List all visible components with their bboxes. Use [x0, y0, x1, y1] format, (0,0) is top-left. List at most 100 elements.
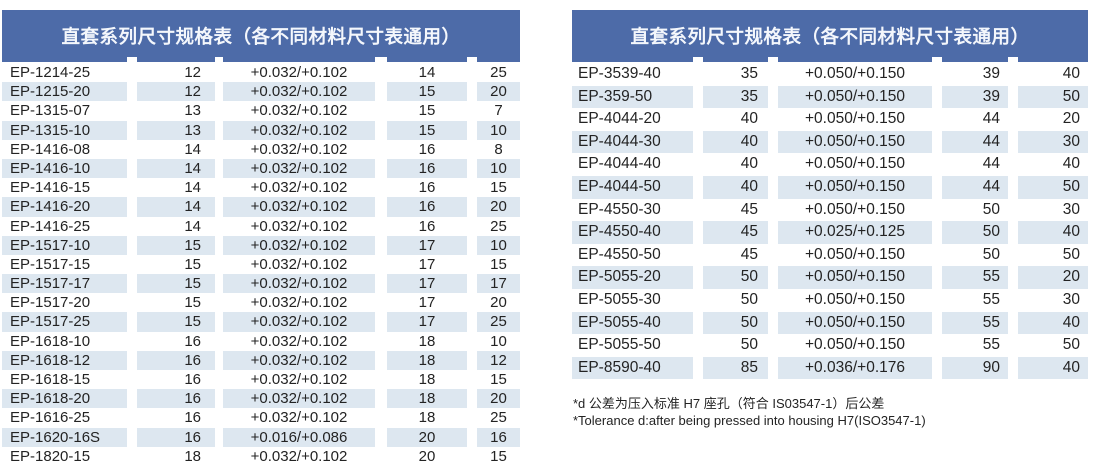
cell-d: 16 [184, 332, 201, 350]
table-row: EP-1517-15 15 +0.032/+0.102 17 15 [2, 255, 520, 274]
column-divider-notch [375, 57, 387, 62]
cell-D: 18 [387, 350, 467, 370]
table-title-bar-left: 直套系列尺寸规格表（各不同材料尺寸表通用） [2, 10, 520, 62]
cell-tolerance: +0.025/+0.125 [778, 221, 932, 244]
cell-L: 15 [490, 447, 507, 465]
cell-d: 15 [137, 235, 215, 255]
cell-model: EP-1618-12 [2, 350, 127, 370]
cell-L: 20 [490, 294, 507, 312]
cell-L: 20 [477, 389, 520, 409]
cell-D: 16 [387, 158, 467, 179]
cell-model: EP-1517-20 [10, 294, 91, 312]
cell-D: 15 [387, 120, 467, 140]
cell-model: EP-1416-25 [10, 217, 91, 235]
cell-model: EP-5055-30 [578, 290, 661, 308]
cell-D: 39 [982, 65, 1000, 82]
cell-D: 50 [982, 245, 1000, 263]
table-row: EP-1416-15 14 +0.032/+0.102 16 15 [2, 178, 520, 197]
cell-L: 25 [477, 312, 520, 332]
table-row: EP-1616-25 16 +0.032/+0.102 18 25 [2, 408, 520, 427]
cell-d: 35 [703, 85, 768, 109]
cell-tolerance: +0.032/+0.102 [250, 447, 348, 465]
cell-model: EP-1416-20 [2, 197, 127, 217]
cell-d: 45 [703, 221, 768, 244]
column-divider-notch [932, 57, 942, 62]
cell-model: EP-1517-15 [10, 255, 91, 273]
table-title: 直套系列尺寸规格表（各不同材料尺寸表通用） [61, 26, 461, 47]
column-divider-notch [693, 57, 703, 62]
cell-D: 55 [982, 290, 1000, 308]
table-row: EP-4044-30 40 +0.050/+0.150 44 30 [572, 130, 1088, 154]
cell-L: 20 [477, 82, 520, 102]
column-divider-notch [768, 57, 778, 62]
cell-model: EP-1416-10 [2, 158, 127, 179]
cell-L: 7 [494, 102, 503, 120]
cell-D: 44 [942, 175, 1008, 199]
footnotes: *d 公差为压入标准 H7 座孔（符合 IS03547-1）后公差 *Toler… [573, 396, 926, 429]
table-row: EP-4044-40 40 +0.050/+0.150 44 40 [572, 153, 1088, 176]
table-row: EP-1416-20 14 +0.032/+0.102 16 20 [2, 197, 520, 217]
table-title-bar-right: 直套系列尺寸规格表（各不同材料尺寸表通用） [572, 10, 1088, 62]
table-row: EP-5055-40 50 +0.050/+0.150 55 40 [572, 311, 1088, 335]
cell-D: 17 [418, 255, 436, 273]
cell-tolerance: +0.032/+0.102 [250, 140, 348, 158]
table-row: EP-4550-40 45 +0.025/+0.125 50 40 [572, 221, 1088, 244]
cell-d: 12 [184, 64, 201, 81]
cell-tolerance: +0.050/+0.150 [805, 155, 905, 173]
cell-model: EP-1416-15 [10, 179, 91, 197]
cell-d: 50 [740, 336, 758, 354]
column-divider-notch [1008, 57, 1018, 62]
table-row: EP-1315-07 13 +0.032/+0.102 15 7 [2, 101, 520, 120]
cell-d: 14 [137, 197, 215, 217]
cell-model: EP-4044-40 [578, 155, 661, 173]
cell-d: 12 [137, 82, 215, 102]
cell-D: 50 [942, 221, 1008, 244]
cell-D: 90 [942, 356, 1008, 380]
cell-tolerance: +0.032/+0.102 [223, 350, 375, 370]
cell-model: EP-4550-40 [572, 221, 693, 244]
cell-tolerance: +0.032/+0.102 [250, 294, 348, 312]
cell-model: EP-1620-16S [2, 427, 127, 447]
cell-L: 30 [1018, 130, 1088, 154]
column-divider-notch [467, 57, 477, 62]
cell-L: 20 [1062, 110, 1080, 128]
table-row: EP-1618-12 16 +0.032/+0.102 18 12 [2, 350, 520, 370]
cell-D: 55 [942, 266, 1008, 289]
cell-tolerance: +0.036/+0.176 [778, 356, 932, 380]
table-row: EP-1215-20 12 +0.032/+0.102 15 20 [2, 82, 520, 102]
cell-D: 16 [387, 197, 467, 217]
cell-d: 15 [184, 255, 201, 273]
table-row: EP-1517-17 15 +0.032/+0.102 17 17 [2, 274, 520, 294]
cell-model: EP-359-50 [572, 85, 693, 109]
cell-L: 15 [490, 255, 507, 273]
cell-d: 40 [703, 130, 768, 154]
table-row: EP-5055-50 50 +0.050/+0.150 55 50 [572, 334, 1088, 357]
cell-D: 50 [982, 200, 1000, 218]
cell-d: 15 [184, 294, 201, 312]
cell-model: EP-4044-30 [572, 130, 693, 154]
cell-tolerance: +0.032/+0.102 [223, 82, 375, 102]
cell-tolerance: +0.032/+0.102 [223, 312, 375, 332]
cell-L: 30 [1062, 290, 1080, 308]
cell-d: 13 [137, 120, 215, 140]
cell-D: 20 [387, 427, 467, 447]
cell-tolerance: +0.016/+0.086 [223, 427, 375, 447]
cell-tolerance: +0.050/+0.150 [805, 110, 905, 128]
cell-d: 16 [137, 350, 215, 370]
table-body-right: EP-3539-40 35 +0.050/+0.150 39 40 EP-359-50 35… [572, 63, 1088, 380]
cell-L: 17 [477, 274, 520, 294]
cell-model: EP-4044-20 [578, 110, 661, 128]
cell-d: 45 [740, 200, 758, 218]
table-row: EP-1820-15 18 +0.032/+0.102 20 15 [2, 447, 520, 466]
cell-d: 14 [137, 158, 215, 179]
cell-D: 18 [418, 409, 436, 427]
cell-d: 40 [703, 175, 768, 199]
table-row: EP-1416-10 14 +0.032/+0.102 16 10 [2, 158, 520, 179]
cell-model: EP-1214-25 [10, 64, 91, 81]
cell-D: 17 [387, 274, 467, 294]
cell-model: EP-4550-50 [578, 245, 661, 263]
cell-model: EP-4550-30 [578, 200, 661, 218]
table-row: EP-8590-40 85 +0.036/+0.176 90 40 [572, 356, 1088, 380]
cell-tolerance: +0.032/+0.102 [250, 217, 348, 235]
